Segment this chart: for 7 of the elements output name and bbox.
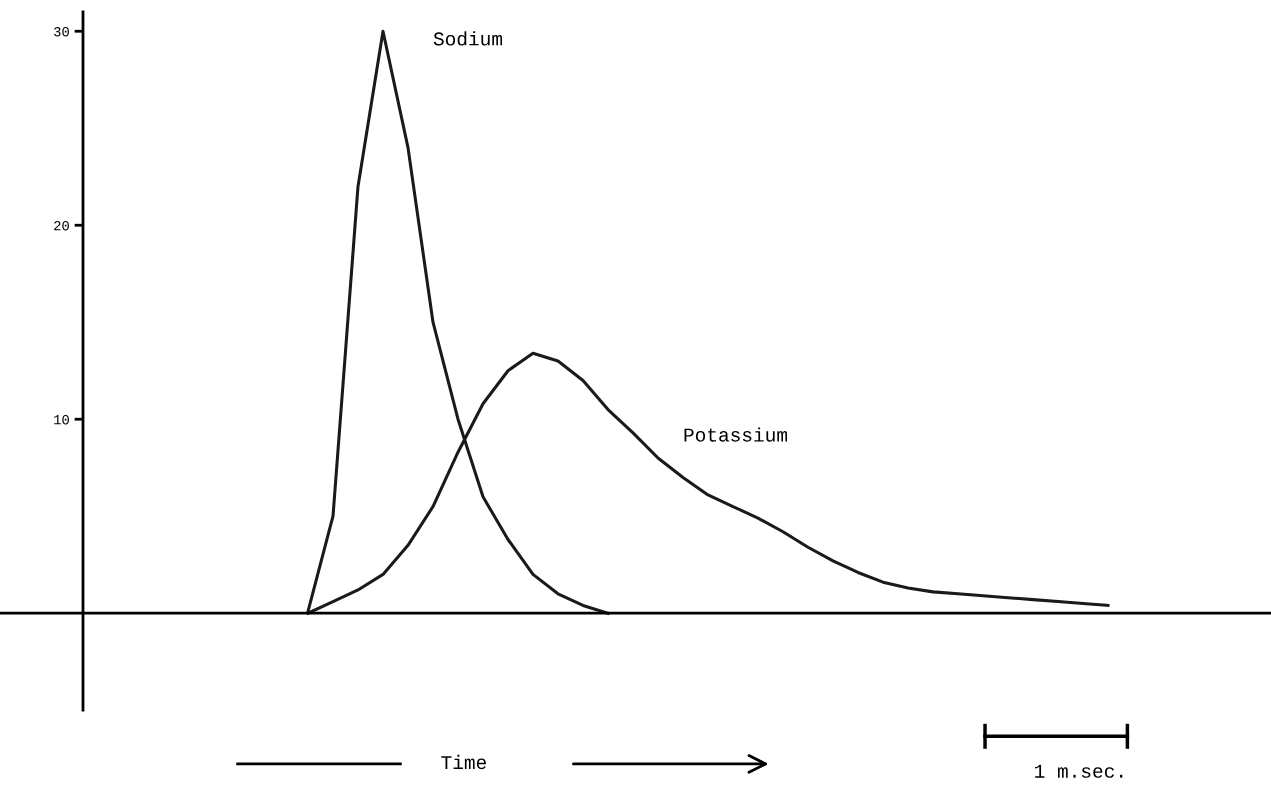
- text: Time: [441, 754, 486, 770]
- y-tick-label: 10: [54, 414, 69, 425]
- text: Sodium: [433, 31, 503, 46]
- y-tick-label: 30: [54, 26, 69, 37]
- y-tick-label: 20: [54, 220, 69, 231]
- text: 1 m.sec.: [1035, 764, 1123, 778]
- series-label: Potassium: [684, 427, 788, 442]
